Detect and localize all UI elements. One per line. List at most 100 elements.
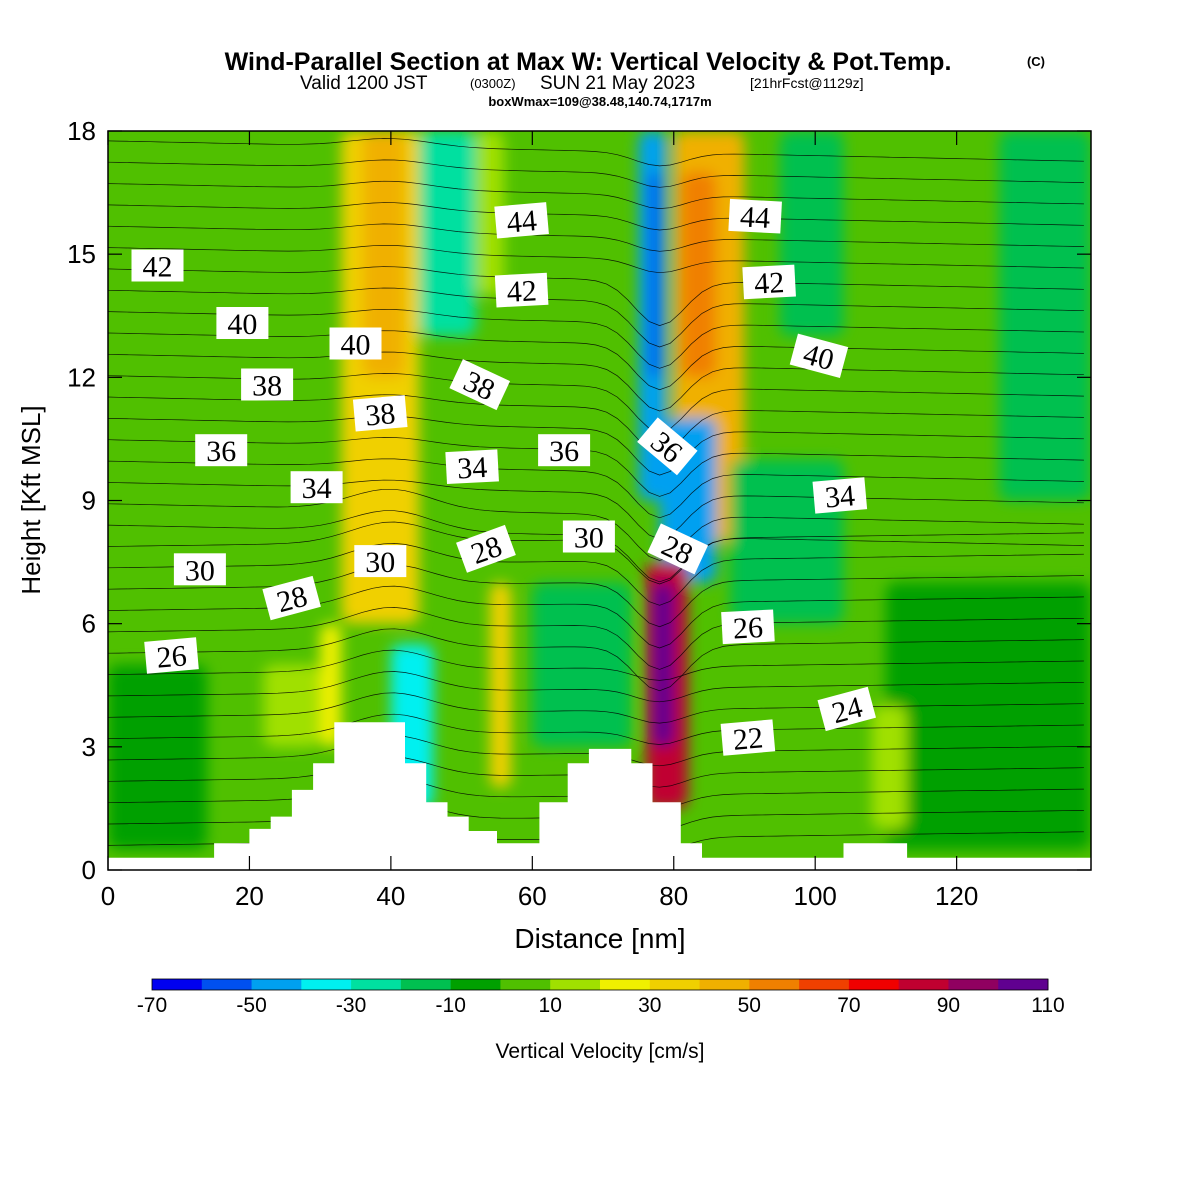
velocity-cell-19: [999, 131, 1091, 501]
svg-text:34: 34: [302, 472, 332, 505]
colorbar: [151, 978, 1049, 991]
colorbar-tick--30: -30: [336, 994, 366, 1017]
y-tick-15: 15: [67, 239, 1091, 269]
valid-date: SUN 21 May 2023: [540, 73, 695, 94]
theta-contour-12: [108, 564, 1084, 628]
svg-text:26: 26: [155, 639, 188, 674]
theta-contour-24: [108, 330, 1084, 391]
contour-label-4: 34: [290, 471, 343, 505]
contour-label-12: 42: [494, 272, 549, 309]
svg-text:15: 15: [67, 239, 96, 269]
svg-text:34: 34: [456, 451, 488, 486]
contour-label-1: 40: [216, 307, 269, 341]
svg-text:42: 42: [143, 251, 173, 284]
contour-label-0: 42: [131, 249, 184, 284]
x-tick-20: 20: [235, 131, 264, 911]
contour-label-11: 44: [494, 202, 549, 240]
terrain: [108, 722, 1091, 870]
theta-contour-31: [108, 180, 1084, 209]
colorbar-tick--10: -10: [436, 994, 466, 1017]
contour-label-2: 38: [241, 368, 294, 403]
velocity-cell-14: [320, 623, 342, 747]
colorbar-ticks: -70 -50 -30 -10 10 30 50 70 90 110: [137, 994, 1065, 1017]
contour-label-15: 36: [538, 434, 591, 468]
theta-contour-27: [108, 266, 1084, 326]
svg-text:3: 3: [82, 732, 96, 762]
contour-label-9: 38: [352, 395, 408, 433]
box-info: boxWmax=109@38.48,140.74,1717m: [488, 94, 711, 109]
contour-label-22: 40: [789, 333, 849, 379]
theta-contour-8: [108, 649, 1084, 681]
theta-contour-29: [108, 223, 1084, 252]
theta-contour-26: [108, 287, 1084, 348]
contour-label-21: 42: [742, 264, 796, 301]
svg-text:18: 18: [67, 116, 96, 146]
contour-label-20: 44: [728, 198, 782, 235]
x-tick-40: 40: [376, 131, 405, 911]
theta-contour-9: [108, 628, 1084, 692]
svg-text:100: 100: [793, 881, 836, 911]
svg-text:80: 80: [659, 881, 688, 911]
colorbar-label: Vertical Velocity [cm/s]: [496, 1040, 705, 1063]
velocity-cell-13: [532, 582, 632, 747]
colorbar-tick--70: -70: [137, 994, 167, 1017]
contour-label-3: 36: [195, 434, 248, 468]
svg-text:38: 38: [252, 370, 282, 403]
colorbar-swatch-12: [749, 979, 800, 990]
contour-label-14: 34: [445, 449, 499, 486]
contour-label-6: 28: [262, 575, 321, 621]
colorbar-swatch-13: [799, 979, 850, 990]
colorbar-tick-10: 10: [539, 994, 562, 1017]
svg-text:20: 20: [235, 881, 264, 911]
x-tick-120: 120: [935, 131, 978, 911]
colorbar-tick-50: 50: [738, 994, 761, 1017]
y-tick-3: 3: [82, 732, 1091, 762]
x-axis: 0 20 40 60 80 100 120: [101, 131, 978, 911]
colorbar-swatch-7: [500, 979, 551, 990]
colorbar-swatch-9: [600, 979, 651, 990]
svg-text:9: 9: [82, 486, 96, 516]
colorbar-swatch-16: [948, 979, 999, 990]
svg-text:40: 40: [227, 308, 257, 341]
theta-contour-10: [108, 607, 1084, 670]
theta-contour-7: [108, 671, 1084, 703]
velocity-cell-3: [475, 131, 505, 296]
theta-contour-17: [108, 479, 1084, 540]
theta-contour-33: [108, 138, 1084, 167]
contour-label-26: 24: [817, 686, 876, 732]
theta-contour-20: [108, 415, 1084, 476]
colorbar-swatch-14: [848, 979, 900, 990]
y-axis-label: Height [Kft MSL]: [16, 405, 46, 594]
contour-label-25: 22: [720, 719, 776, 757]
velocity-cell-10: [652, 582, 674, 747]
forecast-info: [21hrFcst@1129z]: [750, 75, 864, 91]
svg-text:60: 60: [518, 881, 547, 911]
svg-text:42: 42: [753, 266, 785, 301]
contour-label-24: 26: [721, 609, 775, 646]
theta-contour-28: [108, 244, 1084, 274]
y-tick-12: 12: [67, 362, 1091, 392]
copyright-mark: (C): [1027, 54, 1045, 69]
svg-text:26: 26: [732, 611, 764, 646]
contour-label-17: 30: [562, 520, 615, 555]
y-tick-6: 6: [82, 609, 1091, 639]
chart-title: Wind-Parallel Section at Max W: Vertical…: [225, 48, 952, 76]
theta-contour-6: [108, 692, 1084, 724]
colorbar-swatch-11: [699, 979, 750, 990]
colorbar-swatch-1: [201, 979, 253, 990]
colorbar-tick-30: 30: [638, 994, 661, 1017]
svg-text:40: 40: [341, 329, 371, 362]
theta-contour-19: [108, 437, 1084, 497]
svg-text:0: 0: [82, 855, 96, 885]
colorbar-frame: [151, 978, 1049, 991]
velocity-cell-17: [779, 131, 844, 337]
colorbar-swatch-15: [898, 979, 949, 990]
valid-time-prefix: Valid 1200 JST: [300, 73, 428, 94]
valid-time-utc: (0300Z): [470, 76, 516, 91]
velocity-cell-2: [419, 131, 476, 337]
colorbar-swatch-17: [998, 979, 1049, 990]
x-axis-label: Distance [nm]: [514, 923, 685, 954]
svg-text:38: 38: [364, 397, 397, 432]
colorbar-swatch-5: [400, 979, 452, 990]
